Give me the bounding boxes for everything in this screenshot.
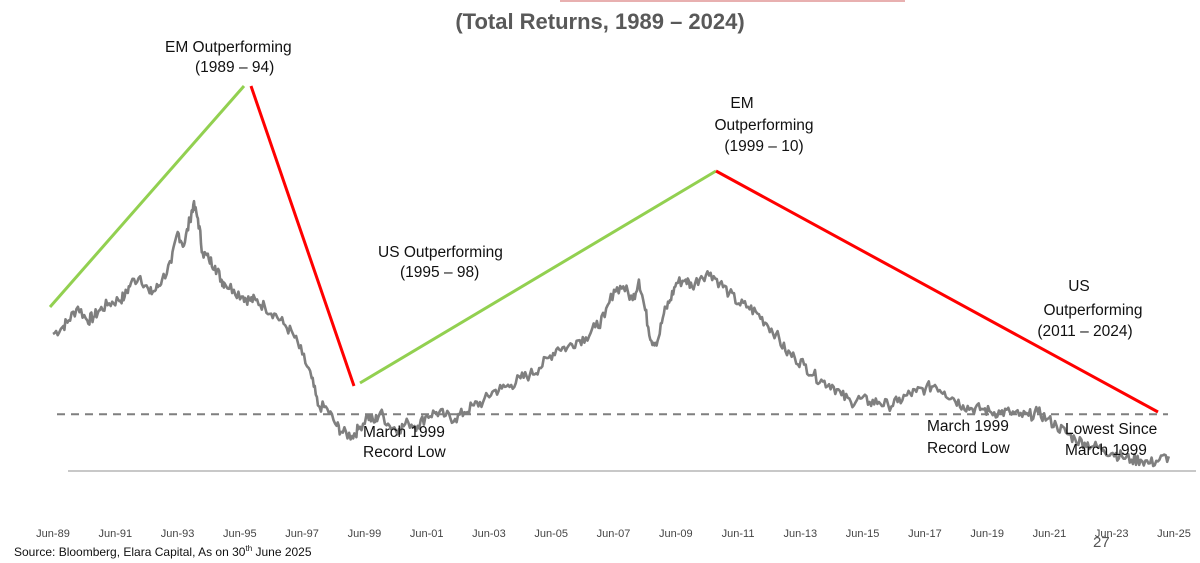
annotation-line: EM Outperforming <box>165 39 292 56</box>
x-tick-label: Jun-11 <box>722 528 755 540</box>
x-tick-label: Jun-97 <box>285 528 319 540</box>
series-line-0 <box>52 199 1171 468</box>
annotation-line: US <box>1068 278 1090 295</box>
trend-line-em-1989-94 <box>48 85 246 308</box>
top-accent-bar <box>560 0 905 2</box>
x-tick-label: Jun-99 <box>348 528 382 540</box>
x-tick-label: Jun-25 <box>1157 528 1191 540</box>
x-tick-label: Jun-07 <box>597 528 631 540</box>
source-tail: June 2025 <box>252 545 312 559</box>
annotation-line: Record Low <box>363 444 447 461</box>
x-tick-label: Jun-89 <box>36 528 70 540</box>
chart-title: (Total Returns, 1989 – 2024) <box>455 9 745 34</box>
x-tick-label: Jun-93 <box>161 528 195 540</box>
annotation-line: Outperforming <box>714 117 813 134</box>
annotation-line: (2011 – 2024) <box>1037 323 1132 340</box>
x-tick-label: Jun-13 <box>784 528 818 540</box>
x-tick-label: Jun-21 <box>1033 528 1067 540</box>
annotation-line: EM <box>730 95 753 112</box>
annotation: March 1999 Record Low <box>363 424 447 461</box>
annotation: EM Outperforming (1989 – 94) <box>165 39 292 76</box>
source-superscript: th <box>245 544 253 553</box>
annotation-line: (1989 – 94) <box>195 59 274 76</box>
annotation-line: March 1999 <box>927 418 1009 435</box>
annotation-line: (1995 – 98) <box>400 264 479 281</box>
source-note: Source: Bloomberg, Elara Capital, As on … <box>14 544 312 559</box>
annotations: EM Outperforming (1989 – 94) US Outperform… <box>165 39 1157 461</box>
x-tick-label: Jun-09 <box>659 528 693 540</box>
x-tick-label: Jun-23 <box>1095 528 1129 540</box>
trend-line-us-1995-98 <box>249 85 356 387</box>
series-group <box>52 199 1171 468</box>
x-tick-label: Jun-19 <box>970 528 1004 540</box>
x-tick-label: Jun-05 <box>534 528 568 540</box>
x-tick-labels: Jun-89 Jun-91 Jun-93 Jun-95 Jun-97 Jun-99 Jun-… <box>36 528 1191 540</box>
trend-line-em-1999-10 <box>359 169 717 385</box>
annotation: US Outperforming (2011 – 2024) <box>1037 278 1142 340</box>
annotation-line: Outperforming <box>1043 302 1142 319</box>
annotation-line: Record Low <box>927 440 1011 457</box>
annotation: March 1999 Record Low <box>927 418 1011 457</box>
x-tick-label: Jun-03 <box>472 528 506 540</box>
annotation-line: March 1999 <box>363 424 445 441</box>
annotation-line: US Outperforming <box>378 244 503 261</box>
annotation-line: (1999 – 10) <box>724 138 803 155</box>
x-tick-label: Jun-01 <box>410 528 444 540</box>
source-text: Source: Bloomberg, Elara Capital, As on … <box>14 545 246 559</box>
trend-line-us-2011-2024 <box>715 169 1159 414</box>
x-tick-label: Jun-17 <box>908 528 942 540</box>
x-tick-label: Jun-91 <box>98 528 132 540</box>
annotation: Lowest Since March 1999 <box>1065 421 1157 459</box>
annotation-line: Lowest Since <box>1065 421 1157 438</box>
page-number: 27 <box>1093 534 1110 551</box>
x-tick-label: Jun-15 <box>846 528 880 540</box>
x-tick-label: Jun-95 <box>223 528 257 540</box>
trend-lines <box>48 85 1159 414</box>
annotation: EM Outperforming (1999 – 10) <box>714 95 813 155</box>
annotation-line: March 1999 <box>1065 442 1147 459</box>
annotation: US Outperforming (1995 – 98) <box>378 244 503 281</box>
